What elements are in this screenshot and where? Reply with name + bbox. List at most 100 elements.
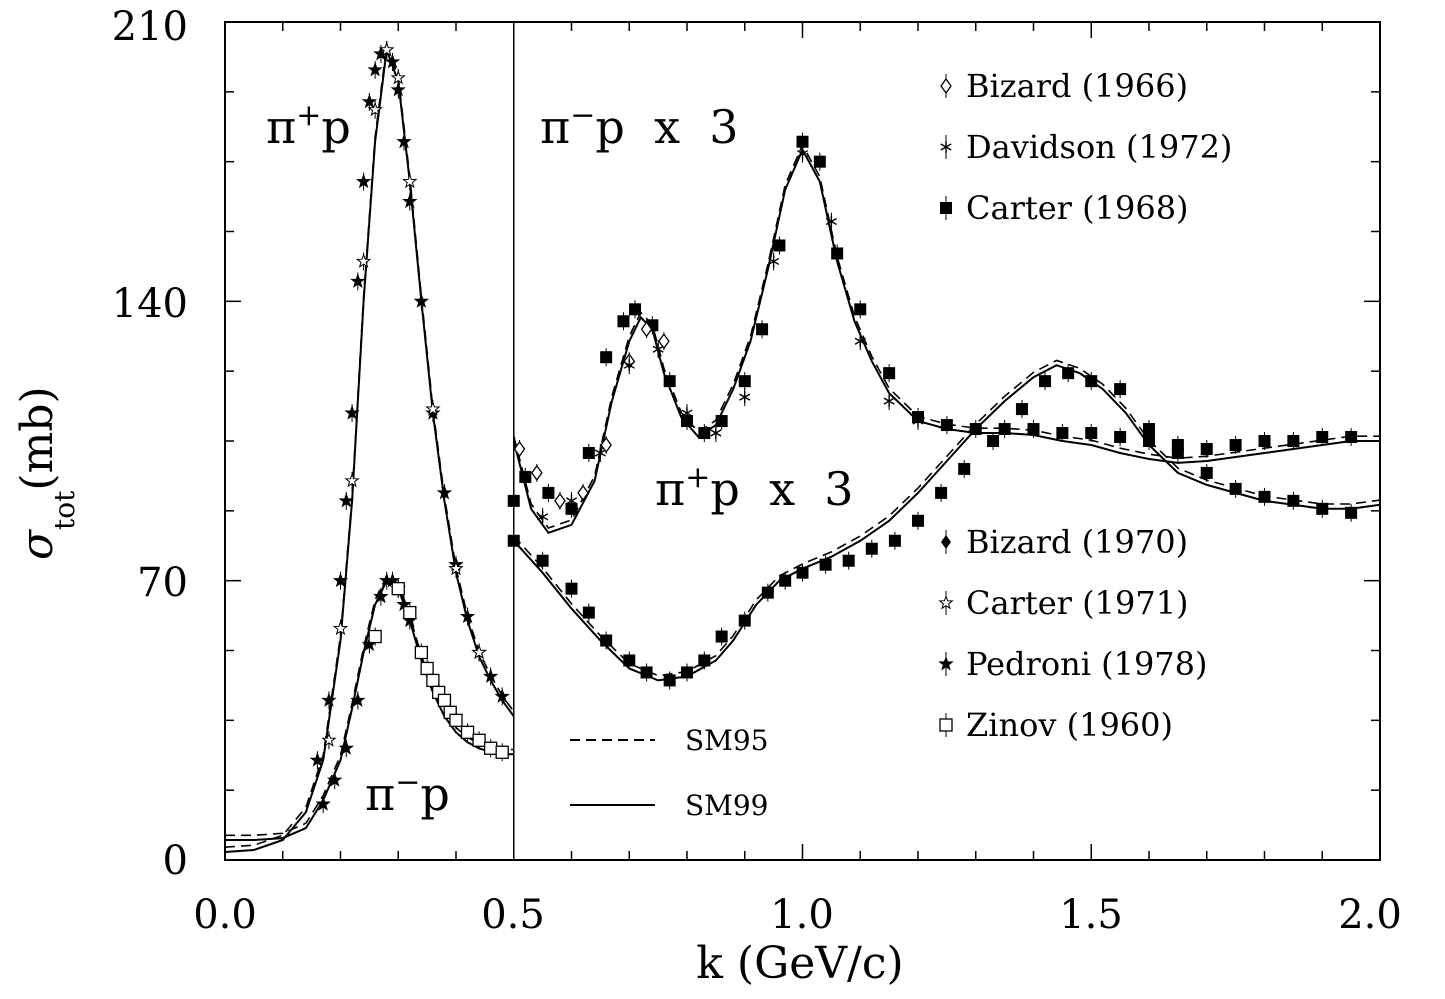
data-point	[536, 554, 549, 567]
data-point	[1287, 494, 1300, 507]
data-point	[1062, 367, 1075, 380]
data-point	[756, 323, 769, 336]
data-point	[355, 173, 372, 189]
legend-label: Bizard (1966)	[966, 67, 1188, 105]
data-point	[883, 395, 895, 408]
data-point	[425, 401, 441, 416]
curve-sm95-pim_high_sm99	[513, 143, 1380, 529]
data-point	[459, 608, 476, 624]
data-point	[629, 303, 642, 316]
data-point	[413, 293, 429, 308]
data-point	[739, 391, 751, 404]
data-point	[368, 629, 382, 644]
data-point	[958, 462, 971, 475]
y-tick-label: 140	[112, 281, 188, 327]
data-point	[315, 796, 331, 811]
data-point	[1085, 375, 1098, 388]
data-point	[1287, 435, 1300, 447]
data-point	[796, 147, 809, 160]
data-point	[698, 427, 711, 440]
data-point	[403, 605, 417, 620]
data-point	[1056, 427, 1069, 440]
data-point	[1229, 482, 1242, 495]
curve-sm95-pip_high_sm99	[513, 359, 1381, 677]
x-tick-label: 2.0	[1338, 892, 1402, 938]
legend-marker	[940, 202, 952, 214]
data-point	[344, 404, 360, 420]
data-point	[384, 53, 401, 69]
data-point	[854, 335, 866, 348]
data-point	[600, 436, 612, 454]
curve-sm99-pip_high_sm99	[513, 364, 1381, 682]
data-point	[448, 560, 464, 576]
data-point	[494, 688, 510, 703]
data-point	[865, 542, 878, 555]
data-point	[390, 69, 406, 85]
data-point	[663, 375, 676, 388]
legend-bottom: Bizard (1970) Carter (1971) Pedroni (1978)…	[938, 523, 1208, 744]
data-point	[565, 494, 578, 507]
legend-label: Carter (1971)	[966, 584, 1189, 622]
data-point	[623, 359, 635, 372]
data-point	[472, 733, 486, 747]
data-point	[361, 93, 378, 109]
data-point	[842, 554, 855, 567]
data-point	[519, 470, 532, 483]
data-point	[350, 692, 366, 707]
legend-label: Carter (1968)	[966, 189, 1189, 227]
data-point	[1200, 442, 1213, 455]
y-tick-label: 0	[163, 838, 188, 884]
data-point	[1200, 466, 1213, 479]
x-axis-title: k (GeV/c)	[696, 938, 903, 989]
data-point	[396, 133, 412, 149]
legend-top: Bizard (1966) Davidson (1972) Carter (1968…	[940, 67, 1232, 227]
data-point	[355, 253, 372, 269]
y-axis-sigma: σ	[12, 528, 63, 560]
data-point	[779, 574, 792, 587]
data-point	[681, 407, 693, 420]
data-point	[1171, 446, 1184, 459]
data-point	[426, 673, 440, 688]
data-point	[912, 415, 924, 428]
data-point	[594, 446, 606, 459]
y-tick-labels: 0 70 140 210	[112, 4, 188, 884]
data-point	[332, 620, 349, 636]
model-legend-label: SM95	[685, 724, 768, 757]
data-point	[391, 581, 405, 596]
y-axis-subscript: tot	[48, 490, 81, 530]
legend-marker	[940, 141, 952, 153]
data-point	[367, 61, 383, 77]
data-point	[309, 752, 326, 767]
region-label-pip-high: π+p x 3	[655, 460, 854, 516]
data-point	[326, 772, 343, 787]
data-points	[309, 40, 1358, 814]
data-point	[1258, 490, 1271, 503]
data-point	[738, 375, 751, 388]
data-point	[414, 645, 429, 660]
data-point	[1229, 438, 1242, 451]
data-point	[1039, 375, 1052, 388]
legend-label: Bizard (1970)	[966, 523, 1188, 561]
data-point	[373, 588, 389, 604]
region-label-pip-low: π+p	[266, 98, 351, 154]
data-point	[513, 440, 526, 458]
data-point	[698, 654, 711, 667]
legend-marker	[939, 718, 953, 732]
data-point	[796, 566, 809, 579]
data-point	[471, 644, 487, 659]
data-point	[1143, 435, 1155, 447]
axis-ticks	[224, 21, 1381, 861]
y-axis-title: σtot(mb)	[12, 386, 81, 560]
data-point	[663, 674, 676, 687]
data-point	[940, 419, 953, 432]
data-point	[338, 492, 355, 508]
data-point	[321, 732, 337, 747]
data-point	[483, 741, 498, 755]
data-point	[507, 534, 520, 547]
data-point	[542, 486, 555, 499]
data-point	[883, 367, 896, 380]
data-point	[987, 435, 1000, 447]
data-point	[761, 586, 774, 599]
data-point	[1114, 383, 1127, 396]
